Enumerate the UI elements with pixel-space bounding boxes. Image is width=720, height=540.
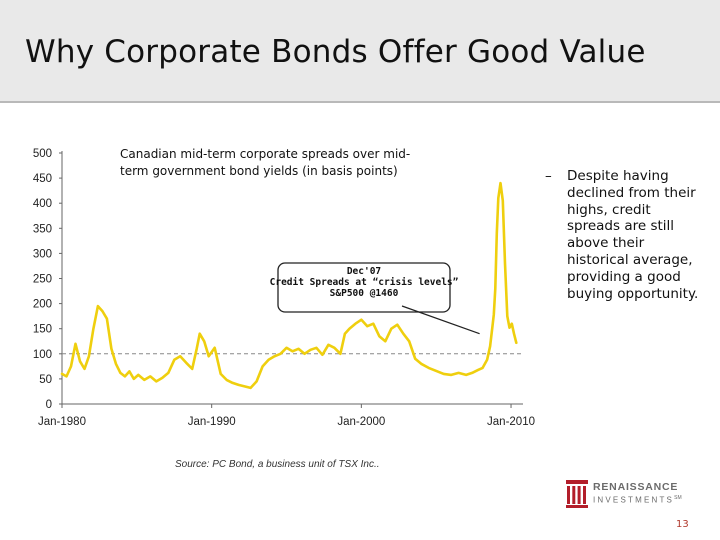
x-tick-label: Jan-2010	[487, 416, 535, 428]
callout-box	[277, 262, 451, 313]
y-axis: 0 50 100 150 200 250 300 350 400 450 500	[33, 148, 63, 411]
renaissance-logo: RENAISSANCE INVESTMENTSSM	[566, 478, 696, 512]
y-tick-label: 250	[33, 274, 52, 286]
y-tick-label: 300	[33, 248, 52, 260]
bullet-text: Despite having declined from their highs…	[567, 168, 699, 302]
bullet-marker: –	[545, 168, 552, 184]
chart-title-line: term government bond yields (in basis po…	[120, 164, 398, 178]
logo-line-2: INVESTMENTSSM	[593, 495, 682, 505]
x-tick-label: Jan-1980	[38, 416, 86, 428]
y-tick-label: 0	[46, 399, 52, 411]
series-group	[60, 181, 518, 390]
y-tick-label: 350	[33, 223, 52, 235]
callout-pointer	[401, 305, 480, 335]
source-note: Source: PC Bond, a business unit of TSX …	[175, 459, 380, 470]
callout-line: Dec'07	[347, 266, 381, 277]
series-line	[60, 181, 518, 390]
callout-line: S&P500 @1460	[330, 288, 399, 299]
y-tick-label: 150	[33, 324, 52, 336]
y-tick-label: 100	[33, 349, 52, 361]
x-tick-label: Jan-2000	[337, 416, 385, 428]
logo-trademark: SM	[674, 495, 682, 501]
y-tick-label: 450	[33, 173, 52, 185]
title-bar: Why Corporate Bonds Offer Good Value	[0, 0, 720, 103]
y-tick-label: 400	[33, 198, 52, 210]
renaissance-logo-icon	[566, 480, 588, 508]
logo-line-1: RENAISSANCE	[593, 481, 679, 493]
y-tick-label: 200	[33, 299, 52, 311]
x-axis: Jan-1980 Jan-1990 Jan-2000 Jan-2010	[38, 403, 535, 428]
callout-line: Credit Spreads at “crisis levels”	[270, 277, 459, 288]
x-tick-label: Jan-1990	[188, 416, 236, 428]
chart-title: Canadian mid-term corporate spreads over…	[120, 147, 410, 178]
page-number: 13	[676, 519, 689, 530]
chart-title-line: Canadian mid-term corporate spreads over…	[120, 147, 410, 161]
logo-line-2-text: INVESTMENTS	[593, 495, 675, 505]
callout-annotation: Dec'07 Credit Spreads at “crisis levels”…	[270, 262, 480, 335]
y-tick-label: 50	[39, 374, 52, 386]
y-tick-label: 500	[33, 148, 52, 160]
slide-title: Why Corporate Bonds Offer Good Value	[25, 34, 646, 70]
